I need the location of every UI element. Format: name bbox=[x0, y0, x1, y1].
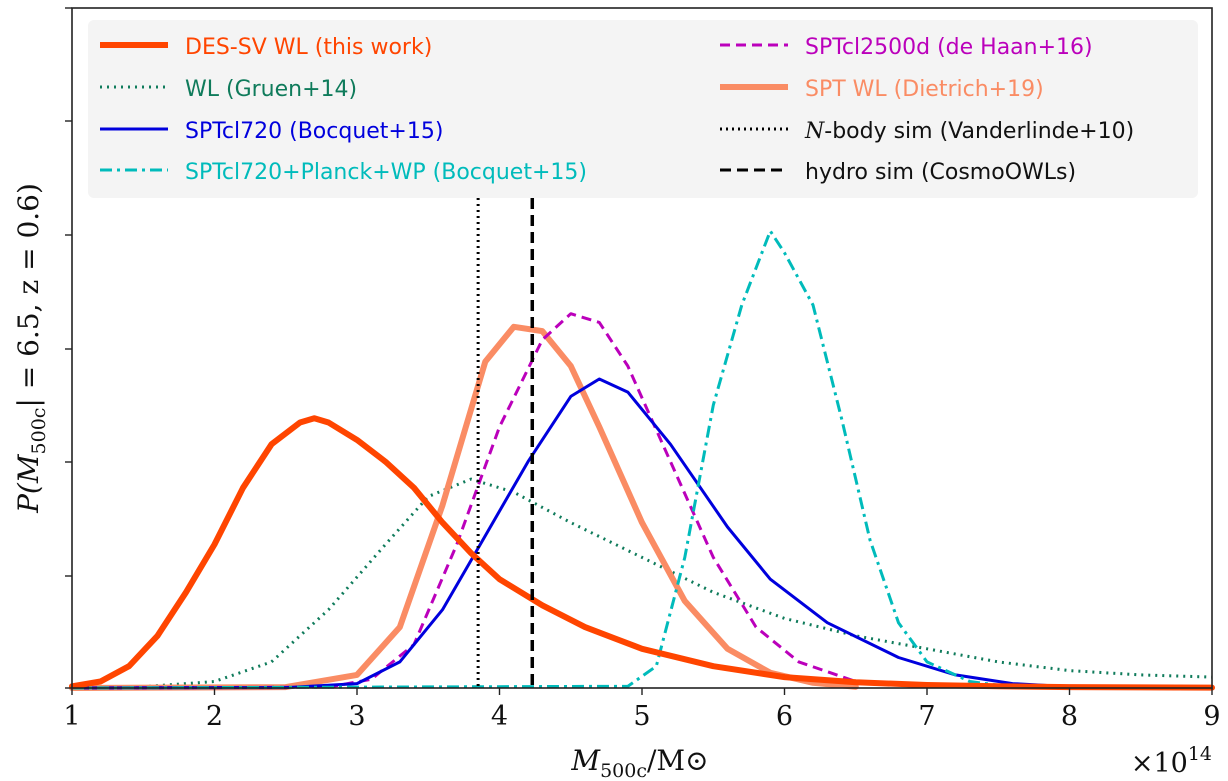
series-line-sptcl720-planck-wp-bocquet-15 bbox=[71, 229, 1013, 690]
legend-label-wl-gruen-14: WL (Gruen+14) bbox=[185, 77, 357, 102]
series-line-des-sv-wl-this-work bbox=[69, 415, 1215, 691]
series-line-sptcl720-bocquet-15 bbox=[70, 377, 1071, 690]
x-tick-label: 4 bbox=[491, 701, 508, 732]
legend-label-sptcl2500d-de-haan-16: SPTcl2500d (de Haan+16) bbox=[805, 35, 1093, 60]
legend-label-sptcl720-bocquet-15: SPTcl720 (Bocquet+15) bbox=[185, 119, 443, 144]
y-axis-label: P(M500c| = 6.5, z = 0.6) bbox=[12, 183, 50, 514]
legend-label-sptcl720-planck-wp-bocquet-15: SPTcl720+Planck+WP (Bocquet+15) bbox=[185, 160, 587, 185]
series-line-wl-gruen-14 bbox=[71, 477, 1213, 690]
x-tick-label: 2 bbox=[206, 701, 223, 732]
x-tick-label: 9 bbox=[1203, 701, 1220, 732]
legend: DES-SV WL (this work) WL (Gruen+14) SPTcl7… bbox=[100, 35, 1134, 185]
legend-label-n-body-sim-vanderlinde-10: N-body sim (Vanderlinde+10) bbox=[804, 119, 1134, 144]
x-tick-label: 7 bbox=[918, 701, 935, 732]
x-tick-label: 3 bbox=[348, 701, 365, 732]
x-tick-label: 6 bbox=[776, 701, 793, 732]
legend-label-spt-wl-dietrich-19: SPT WL (Dietrich+19) bbox=[805, 77, 1044, 102]
x-tick-label: 1 bbox=[63, 701, 80, 732]
legend-label-des-sv-wl-this-work: DES-SV WL (this work) bbox=[185, 35, 432, 60]
plot-area bbox=[69, 198, 1215, 691]
series-line-spt-wl-dietrich-19 bbox=[69, 323, 859, 691]
x-tick-label: 8 bbox=[1061, 701, 1078, 732]
x-tick-label: 5 bbox=[633, 701, 650, 732]
x-axis-label: M500c/M⊙ bbox=[570, 744, 708, 781]
axes: 1 2 3 4 5 6 7 8 9 M500c/M⊙ ×1014 P(M500c| = 6.5, z … bbox=[12, 7, 1221, 781]
legend-label-hydro-sim-cosmoowls: hydro sim (CosmoOWLs) bbox=[805, 160, 1076, 185]
x-multiplier: ×1014 bbox=[1131, 743, 1212, 779]
legend-box bbox=[88, 20, 1198, 198]
series-line-sptcl2500d-de-haan-16 bbox=[71, 312, 928, 690]
